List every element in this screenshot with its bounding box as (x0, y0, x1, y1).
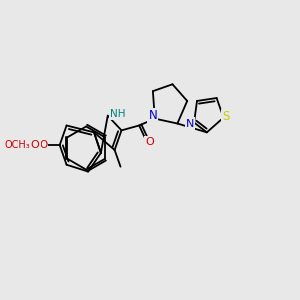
Text: N: N (148, 109, 157, 122)
Text: OCH₃: OCH₃ (4, 140, 30, 150)
Text: N: N (186, 118, 194, 128)
Text: O: O (39, 140, 47, 150)
Text: O: O (31, 140, 40, 150)
Text: NH: NH (110, 109, 125, 119)
Text: O: O (146, 137, 154, 147)
Text: S: S (222, 110, 229, 123)
